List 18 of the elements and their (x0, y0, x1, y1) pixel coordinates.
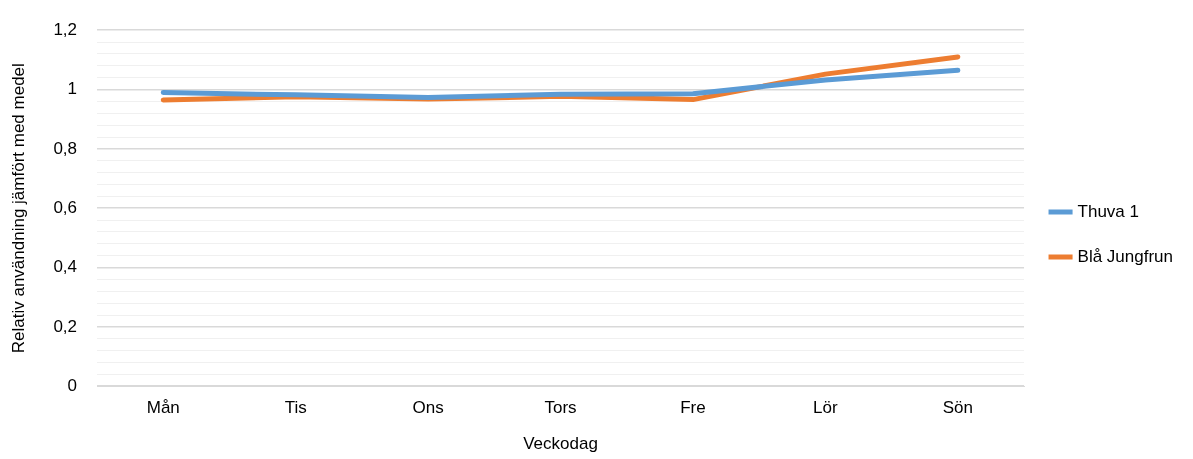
x-tick-label: Sön (942, 398, 973, 418)
x-tick-label: Tis (284, 398, 307, 418)
x-tick-label: Ons (412, 398, 444, 418)
y-tick-label: 1 (67, 79, 78, 99)
x-axis-title: Veckodag (523, 434, 598, 454)
x-tick-label: Mån (146, 398, 180, 418)
legend-label: Thuva 1 (1077, 201, 1139, 221)
x-tick-label: Fre (680, 398, 706, 418)
y-tick-label: 0,2 (53, 316, 78, 336)
legend-label: Blå Jungfrun (1077, 246, 1173, 266)
x-tick-label: Lör (813, 398, 839, 418)
x-tick-label: Tors (544, 398, 577, 418)
y-tick-label: 1,2 (53, 19, 78, 39)
y-axis-title: Relativ användning jämfört med medel (8, 63, 28, 354)
y-tick-label: 0,8 (53, 138, 78, 158)
y-tick-label: 0,6 (53, 197, 78, 217)
y-tick-label: 0 (67, 375, 78, 395)
y-tick-label: 0,4 (53, 257, 78, 277)
